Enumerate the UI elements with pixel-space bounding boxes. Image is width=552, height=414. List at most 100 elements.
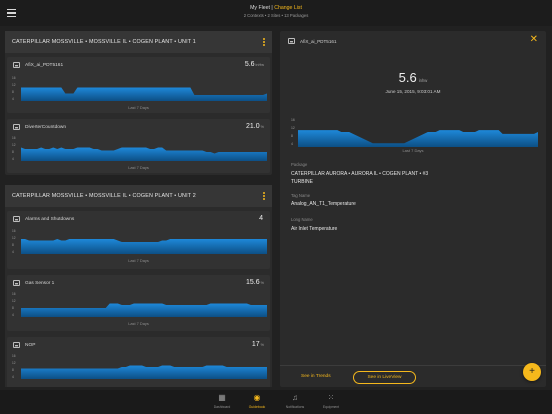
sparkline-chart xyxy=(21,303,267,317)
unit-card-header: CATERPILLAR MOSSVILLE • MOSSVILLE IL • C… xyxy=(5,31,272,53)
eye-icon: ◉ xyxy=(253,393,261,402)
fleet-subtitle: 2 Contexts • 2 Sites • 13 Packages xyxy=(243,13,309,18)
range-label: Last 7 Days xyxy=(128,165,149,170)
metric-value-wrap: 4 xyxy=(259,215,264,222)
y-tick: 12 xyxy=(12,299,16,303)
metric-name: AfiX_ai_PDT5161 xyxy=(25,63,64,68)
package-type: TURBINE xyxy=(291,179,313,185)
range-label: Last 7 Days xyxy=(128,105,149,110)
sparkline-chart xyxy=(21,239,267,254)
metric-icon xyxy=(13,280,20,286)
add-fab-button[interactable]: + xyxy=(523,363,541,381)
detail-metric-name: AfiX_ai_PDT5161 xyxy=(300,39,337,44)
detail-chart xyxy=(298,130,538,147)
metric-tile[interactable]: Gas Sensor 1 15.6% 16 12 8 4 Last 7 Days xyxy=(7,275,270,331)
y-tick: 16 xyxy=(12,229,16,233)
metric-tile[interactable]: AfiX_ai_PDT5161 5.6inHw 16 12 8 4 Last 7… xyxy=(7,57,270,113)
y-tick: 16 xyxy=(291,118,295,122)
fleet-title: My Fleet | Change List xyxy=(0,5,552,11)
metric-name: Alarms and Shutdowns xyxy=(25,217,75,222)
metric-unit: % xyxy=(260,343,264,347)
series-area xyxy=(21,303,267,317)
detail-timestamp: June 15, 2015, 9:03:01 AM xyxy=(385,89,441,94)
y-tick: 12 xyxy=(12,361,16,365)
sparkline-chart xyxy=(21,87,267,101)
y-tick: 4 xyxy=(12,250,14,254)
nav-label: Guidebook xyxy=(248,405,266,409)
grid-icon: ▦ xyxy=(218,393,226,402)
y-tick: 4 xyxy=(12,313,14,317)
unit-card: CATERPILLAR MOSSVILLE • MOSSVILLE IL • C… xyxy=(5,185,272,387)
metric-value: 15.6 xyxy=(245,279,260,286)
metric-tile[interactable]: Alarms and Shutdowns 4 16 12 8 4 Last 7 … xyxy=(7,211,270,269)
series-area xyxy=(21,147,267,161)
package-label: Package xyxy=(291,162,308,167)
close-icon[interactable]: ✕ xyxy=(529,34,538,45)
nav-notifications[interactable]: ♫ Notifications xyxy=(275,393,315,409)
long-name-value: Air Inlet Temperature xyxy=(291,226,338,232)
metric-value-wrap: 17% xyxy=(252,341,264,348)
more-options-icon[interactable] xyxy=(262,192,266,201)
y-tick: 16 xyxy=(12,136,16,140)
detail-panel: AfiX_ai_PDT5161 ✕ 5.6 inhw June 15, 2015,… xyxy=(280,31,546,387)
unit-card-header: CATERPILLAR MOSSVILLE • MOSSVILLE IL • C… xyxy=(5,185,272,207)
nav-label: Notifications xyxy=(285,405,305,409)
y-tick: 16 xyxy=(12,354,16,358)
fleet-title-text: My Fleet xyxy=(250,5,270,11)
more-options-icon[interactable] xyxy=(262,38,266,47)
detail-unit: inhw xyxy=(418,78,428,83)
tag-name-label: Tag Name xyxy=(291,193,311,198)
series-area xyxy=(21,239,267,254)
y-tick: 12 xyxy=(12,143,16,147)
y-tick: 4 xyxy=(291,142,293,146)
detail-value: 5.6 xyxy=(398,70,417,85)
y-tick: 12 xyxy=(12,236,16,240)
tag-name-value: Analog_AN_T1_Temperature xyxy=(291,201,356,207)
metric-name: NOP xyxy=(25,343,36,348)
metric-value-wrap: 21.0% xyxy=(246,123,264,130)
long-name-label: Long Name xyxy=(291,217,313,222)
unit-title: CATERPILLAR MOSSVILLE • MOSSVILLE IL • C… xyxy=(12,193,196,199)
metric-icon xyxy=(13,216,20,222)
y-tick: 4 xyxy=(12,375,14,379)
y-tick: 8 xyxy=(291,134,293,138)
y-tick: 8 xyxy=(12,90,14,94)
metric-icon xyxy=(13,124,20,130)
fleet-list[interactable]: CATERPILLAR MOSSVILLE • MOSSVILLE IL • C… xyxy=(5,31,272,387)
see-in-liveview-button[interactable]: See in LiveView xyxy=(353,371,416,384)
top-bar: My Fleet | Change List 2 Contexts • 2 Si… xyxy=(0,0,552,26)
y-tick: 8 xyxy=(12,368,14,372)
metric-tile[interactable]: DiverterCountdown 21.0% 16 12 8 4 Last 7… xyxy=(7,119,270,173)
nav-equipment[interactable]: ⁙ Equipment xyxy=(311,393,351,409)
metric-value: 21.0 xyxy=(245,123,260,130)
y-tick: 16 xyxy=(12,76,16,80)
bottom-nav: ▦ Dashboard ◉ Guidebook ♫ Notifications … xyxy=(0,390,552,414)
y-tick: 4 xyxy=(12,157,14,161)
nav-label: Dashboard xyxy=(213,405,231,409)
bell-icon: ♫ xyxy=(292,393,298,402)
see-in-trends-button[interactable]: See in Trends xyxy=(301,374,331,379)
metric-value: 4 xyxy=(259,215,263,222)
nav-guidebook[interactable]: ◉ Guidebook xyxy=(237,393,277,409)
detail-value-wrap: 5.6 inhw xyxy=(280,70,546,85)
hamburger-menu-icon[interactable] xyxy=(7,9,16,17)
metric-tile[interactable]: NOP 17% 16 12 8 4 xyxy=(7,337,270,387)
metric-name: Gas Sensor 1 xyxy=(25,281,55,286)
sparkline-chart xyxy=(21,147,267,161)
title-separator: | xyxy=(269,5,275,11)
metric-unit: inHw xyxy=(255,63,264,67)
unit-title: CATERPILLAR MOSSVILLE • MOSSVILLE IL • C… xyxy=(12,39,196,45)
y-tick: 12 xyxy=(12,83,16,87)
metric-unit: % xyxy=(260,125,264,129)
metric-icon xyxy=(13,62,20,68)
range-label: Last 7 Days xyxy=(128,258,149,263)
sparkline-chart xyxy=(21,365,267,379)
change-list-link[interactable]: Change List xyxy=(274,5,302,11)
series-area xyxy=(21,87,267,101)
y-tick: 16 xyxy=(12,292,16,296)
metric-value-wrap: 5.6inHw xyxy=(245,61,264,68)
metric-icon xyxy=(288,38,295,44)
detail-actions: See in Trends See in LiveView xyxy=(280,365,546,387)
range-label: Last 7 Days xyxy=(402,148,424,153)
nav-dashboard[interactable]: ▦ Dashboard xyxy=(202,393,242,409)
